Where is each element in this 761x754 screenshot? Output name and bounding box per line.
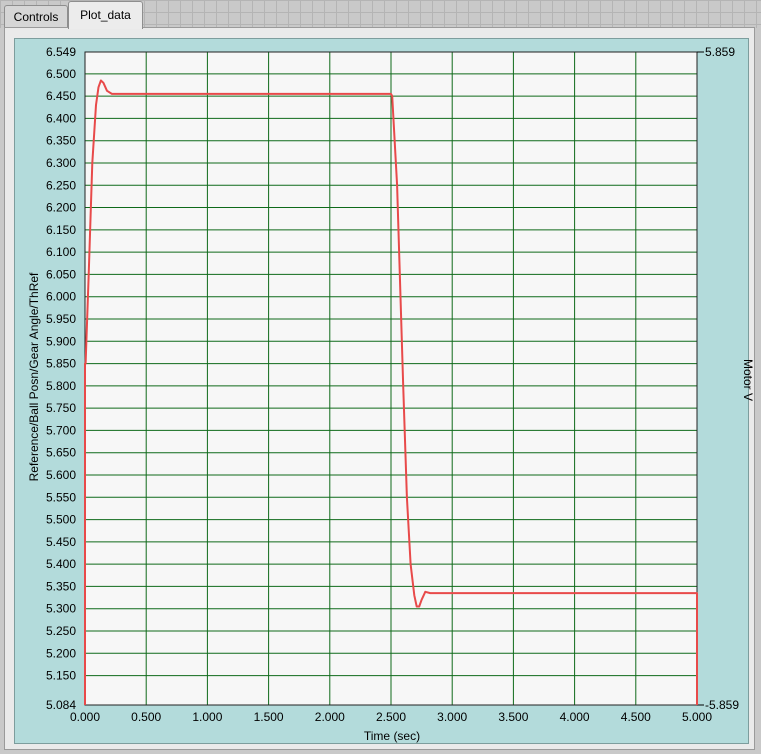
y-tick-label: 5.200 — [46, 646, 76, 660]
y-tick-label: 5.700 — [46, 423, 76, 437]
x-tick-label: 1.000 — [192, 710, 222, 724]
y-tick-label: 5.550 — [46, 490, 76, 504]
y-tick-label: 5.850 — [46, 357, 76, 371]
y-tick-label: 6.000 — [46, 290, 76, 304]
y-tick-label: 5.250 — [46, 624, 76, 638]
y-tick-label: 5.800 — [46, 379, 76, 393]
y-tick-label: 5.084 — [46, 698, 76, 712]
y-tick-label: 6.450 — [46, 89, 76, 103]
x-tick-label: 4.500 — [621, 710, 651, 724]
y-tick-label: 6.100 — [46, 245, 76, 259]
y-tick-label: 5.350 — [46, 579, 76, 593]
y-tick-label: 6.400 — [46, 111, 76, 125]
series-line — [84, 79, 698, 705]
x-tick-label: 2.500 — [376, 710, 406, 724]
y-tick-label: 5.500 — [46, 513, 76, 527]
y-tick-label: 6.050 — [46, 267, 76, 281]
y-tick-label: 6.549 — [46, 45, 76, 59]
x-tick-label: 0.500 — [131, 710, 161, 724]
y-axis-label: Reference/Ball Posn/Gear Angle/ThRef — [27, 272, 41, 482]
x-tick-label: 5.000 — [682, 710, 712, 724]
y-tick-label: 6.500 — [46, 67, 76, 81]
tab-plot-data[interactable]: Plot_data — [68, 1, 143, 29]
y-tick-label: 5.150 — [46, 669, 76, 683]
y-tick-label: 5.600 — [46, 468, 76, 482]
y-tick-label: 5.450 — [46, 535, 76, 549]
y-tick-label: 6.250 — [46, 178, 76, 192]
y-tick-label: 5.750 — [46, 401, 76, 415]
y-tick-label: 6.300 — [46, 156, 76, 170]
x-tick-label: 3.500 — [498, 710, 528, 724]
y-tick-label: 5.650 — [46, 446, 76, 460]
y2-axis-label: Motor V — [741, 358, 755, 402]
y-tick-label: 6.150 — [46, 223, 76, 237]
y-tick-label: 5.300 — [46, 602, 76, 616]
x-tick-label: 2.000 — [315, 710, 345, 724]
x-tick-label: 0.000 — [70, 710, 100, 724]
y-tick-label: 6.200 — [46, 201, 76, 215]
y2-tick-label: -5.859 — [705, 698, 739, 712]
y2-tick-label: 5.859 — [705, 45, 735, 59]
x-tick-label: 4.000 — [560, 710, 590, 724]
y-tick-label: 5.950 — [46, 312, 76, 326]
tab-controls[interactable]: Controls — [4, 5, 68, 27]
x-tick-label: 1.500 — [254, 710, 284, 724]
x-axis-label: Time (sec) — [363, 729, 421, 743]
y-tick-label: 5.900 — [46, 334, 76, 348]
y-tick-label: 5.400 — [46, 557, 76, 571]
y-tick-label: 6.350 — [46, 134, 76, 148]
x-tick-label: 3.000 — [437, 710, 467, 724]
